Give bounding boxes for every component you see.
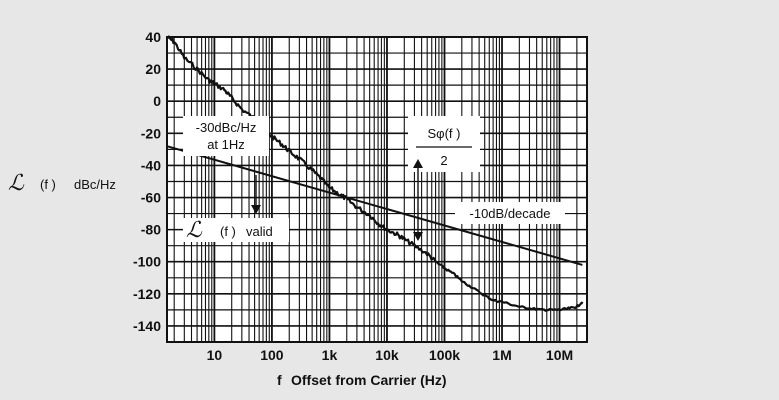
- y-tick-label: -20: [141, 125, 161, 141]
- grid: [167, 36, 588, 343]
- x-axis-symbol: f: [277, 372, 282, 388]
- validity-arg: (f ): [220, 224, 236, 239]
- y-tick-label: 0: [153, 93, 161, 109]
- arrow-double-phase: [413, 159, 423, 241]
- ref-level-label-2: at 1Hz: [207, 137, 245, 152]
- y-tick-label: -60: [141, 190, 161, 206]
- x-tick-label: 10M: [546, 347, 573, 363]
- y-tick-label: -120: [133, 286, 161, 302]
- y-tick-label: 40: [145, 29, 161, 45]
- validity-label: valid: [246, 224, 273, 239]
- x-tick-label: 10: [207, 347, 223, 363]
- y-axis-script-l: ℒ: [8, 171, 25, 196]
- x-tick-label: 1M: [492, 347, 511, 363]
- y-tick-label: -80: [141, 222, 161, 238]
- series-lines: [166, 35, 584, 312]
- x-axis-label: Offset from Carrier (Hz): [291, 372, 447, 388]
- reference-slope-line: [166, 145, 583, 266]
- validity-script-l: ℒ: [186, 218, 203, 243]
- annotation-box-valid: [183, 218, 289, 242]
- x-tick-labels: 10 100 1k 10k 100k 1M 10M: [207, 347, 574, 363]
- ref-level-label: -30dBc/Hz: [196, 120, 257, 135]
- plot-background: [167, 37, 587, 342]
- y-tick-label: -100: [133, 254, 161, 270]
- decade-label: -10dB/decade: [470, 206, 551, 221]
- y-tick-labels: 40 20 0 -20 -40 -60 -80 -100 -120 -140: [133, 29, 161, 334]
- y-tick-label: 20: [145, 61, 161, 77]
- annotation-box-ref: [183, 116, 269, 156]
- phase-noise-trace: [166, 35, 584, 312]
- annotation-box-decade: [455, 202, 565, 224]
- x-tick-label: 10k: [375, 347, 399, 363]
- plot-frame: [166, 36, 588, 343]
- x-tick-label: 100k: [429, 347, 460, 363]
- y-tick-label: -140: [133, 318, 161, 334]
- x-tick-label: 1k: [322, 347, 338, 363]
- x-tick-label: 100: [260, 347, 284, 363]
- phase-numerator: Sφ(f ): [428, 126, 461, 141]
- y-axis-label: dBc/Hz: [74, 177, 116, 192]
- phase-denominator: 2: [440, 153, 447, 168]
- y-tick-label: -40: [141, 157, 161, 173]
- y-axis-arg: (f ): [40, 177, 56, 192]
- arrow-down-validity: [251, 175, 261, 214]
